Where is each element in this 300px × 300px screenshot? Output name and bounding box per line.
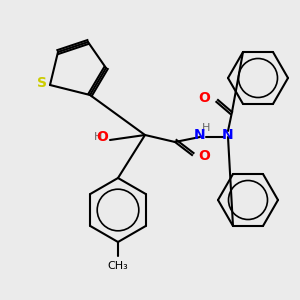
Text: O: O — [198, 149, 210, 163]
Text: N: N — [194, 128, 206, 142]
Text: O: O — [198, 91, 210, 105]
Text: H: H — [94, 132, 102, 142]
Text: H: H — [202, 123, 210, 133]
Text: S: S — [37, 76, 47, 90]
Text: CH₃: CH₃ — [108, 261, 128, 271]
Text: N: N — [222, 128, 234, 142]
Text: O: O — [96, 130, 108, 144]
